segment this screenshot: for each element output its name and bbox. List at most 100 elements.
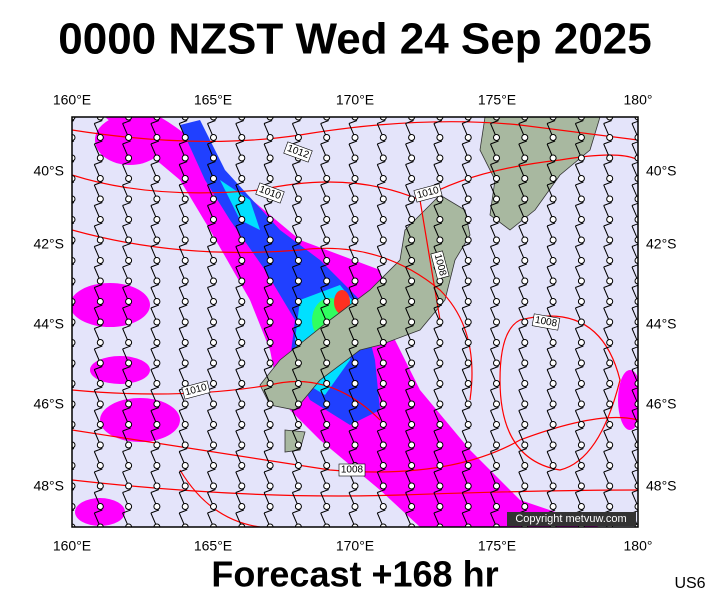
- wind-barb: [546, 448, 557, 469]
- wind-barb: [263, 366, 274, 387]
- wind-barb: [376, 304, 387, 326]
- barb-flag: [94, 427, 103, 432]
- barb-station: [379, 339, 387, 346]
- barb-station: [125, 482, 133, 490]
- wind-barb: [178, 284, 189, 305]
- wind-barb: [122, 222, 133, 244]
- barb-flag: [179, 202, 188, 206]
- barb-flag: [405, 386, 414, 391]
- wind-barb: [405, 407, 416, 428]
- barb-station: [266, 400, 274, 408]
- barb-flag: [348, 345, 358, 350]
- barb-station: [266, 339, 274, 346]
- barb-flag: [546, 222, 556, 227]
- barb-flag: [320, 120, 329, 124]
- barb-station: [181, 503, 189, 510]
- wind-barb: [603, 140, 614, 162]
- barb-station: [210, 298, 217, 305]
- barb-station: [408, 359, 416, 367]
- barb-station: [606, 400, 614, 408]
- barb-station: [210, 482, 217, 490]
- barb-station: [436, 134, 444, 141]
- barb-flag: [235, 345, 244, 350]
- barb-flag: [150, 181, 160, 186]
- barb-station: [436, 298, 444, 305]
- wind-barb: [490, 161, 500, 182]
- wind-barb: [263, 345, 274, 367]
- barb-flag: [263, 263, 273, 268]
- barb-flag: [518, 468, 527, 473]
- wind-barb: [405, 345, 416, 367]
- barb-station: [323, 462, 331, 469]
- wind-barb: [235, 222, 246, 244]
- barb-flag: [320, 181, 329, 186]
- wind-barb: [320, 386, 331, 408]
- wind-barb: [320, 468, 331, 490]
- barb-station: [266, 503, 274, 510]
- wind-barb: [150, 222, 161, 244]
- barb-flag: [179, 325, 188, 329]
- barb-station: [549, 339, 557, 346]
- barb-station: [379, 503, 387, 510]
- barb-station: [210, 154, 217, 162]
- barb-station: [436, 175, 444, 182]
- barb-flag: [518, 427, 527, 432]
- barb-flag: [377, 489, 386, 493]
- barb-station: [436, 318, 444, 326]
- barb-flag: [490, 489, 499, 493]
- barb-flag: [94, 345, 103, 350]
- barb-station: [436, 462, 444, 469]
- wind-barb: [348, 222, 359, 244]
- barb-station: [181, 195, 189, 203]
- barb-station: [266, 257, 274, 264]
- barb-station: [464, 216, 472, 223]
- barb-station: [266, 154, 274, 162]
- barb-station: [521, 154, 529, 162]
- wind-barb: [376, 325, 387, 346]
- wind-barb: [546, 427, 557, 449]
- barb-flag: [207, 325, 216, 329]
- barb-station: [125, 503, 133, 510]
- barb-flag: [377, 345, 386, 350]
- barb-flag: [546, 366, 556, 370]
- barb-station: [125, 339, 133, 346]
- barb-flag: [377, 386, 386, 391]
- barb-station: [323, 421, 331, 428]
- barb-flag: [490, 448, 499, 452]
- barb-flag: [631, 387, 638, 391]
- barb-station: [153, 195, 161, 203]
- barb-station: [210, 277, 217, 285]
- wind-barb: [93, 140, 104, 162]
- barb-station: [521, 318, 529, 326]
- wind-barb: [490, 263, 500, 285]
- barb-flag: [292, 304, 301, 309]
- barb-flag: [179, 509, 188, 514]
- wind-barb: [291, 489, 302, 510]
- barb-flag: [150, 222, 160, 227]
- barb-station: [294, 195, 302, 203]
- barb-flag: [603, 120, 612, 124]
- barb-flag: [405, 304, 414, 309]
- lon-label: 180°: [624, 92, 653, 108]
- barb-flag: [235, 140, 244, 145]
- wind-barb: [405, 284, 416, 305]
- lon-label: 165°E: [194, 538, 232, 554]
- barb-station: [436, 380, 444, 387]
- barb-station: [153, 482, 161, 490]
- barb-station: [464, 359, 472, 367]
- barb-station: [577, 441, 585, 449]
- wind-barb: [433, 304, 444, 326]
- barb-station: [238, 421, 246, 428]
- wind-barb: [93, 222, 104, 244]
- barb-station: [549, 236, 557, 244]
- barb-flag: [546, 120, 556, 124]
- barb-flag: [207, 202, 216, 206]
- wind-barb: [574, 325, 585, 346]
- barb-flag: [207, 407, 216, 411]
- barb-station: [549, 400, 557, 408]
- wind-barb: [518, 140, 529, 162]
- wind-barb: [603, 202, 614, 223]
- wind-barb: [603, 222, 614, 244]
- barb-flag: [320, 243, 329, 247]
- wind-barb: [178, 202, 189, 223]
